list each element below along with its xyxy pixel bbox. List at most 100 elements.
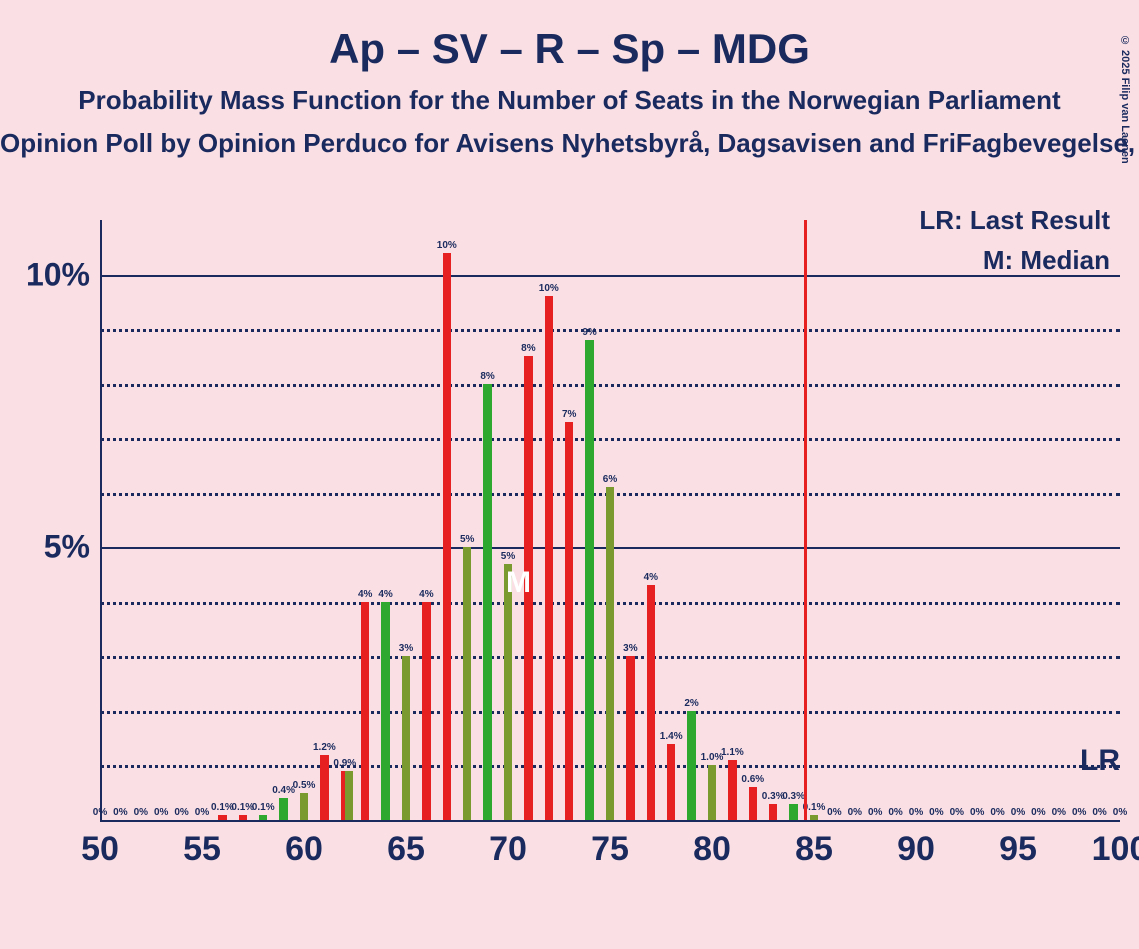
bar <box>483 384 492 820</box>
bar-value-label: 0.9% <box>333 758 356 769</box>
bar <box>300 793 309 820</box>
x-tick-label: 90 <box>897 830 935 869</box>
bar-value-label: 8% <box>521 343 535 354</box>
bar <box>769 804 778 820</box>
y-axis-line <box>100 220 102 820</box>
bar-value-label: 1.4% <box>660 731 683 742</box>
bar <box>504 564 513 820</box>
bar-value-label: 0% <box>1113 807 1127 818</box>
bar <box>647 585 656 820</box>
bar-value-label: 0% <box>134 807 148 818</box>
chart-subtitle-2: Opinion Poll by Opinion Perduco for Avis… <box>0 128 1139 159</box>
bar-value-label: 0% <box>1011 807 1025 818</box>
bar-value-label: 0% <box>827 807 841 818</box>
bar-value-label: 0% <box>113 807 127 818</box>
chart-plot-area: 0%0%0%0%0%0%0.1%0.1%0.1%0.4%0.5%1.2%0.9%… <box>100 220 1120 820</box>
bar-value-label: 4% <box>358 589 372 600</box>
bar <box>749 787 758 820</box>
bar <box>239 815 248 820</box>
bar-value-label: 0.1% <box>231 802 254 813</box>
bar-value-label: 0.6% <box>741 774 764 785</box>
bar <box>789 804 798 820</box>
bar-value-label: 0.4% <box>272 785 295 796</box>
bar-value-label: 5% <box>501 551 515 562</box>
bar-value-label: 0% <box>929 807 943 818</box>
y-tick-label: 10% <box>26 256 90 293</box>
bar <box>320 755 329 820</box>
legend-median: M: Median <box>983 245 1110 276</box>
bar <box>810 815 819 820</box>
gridline-minor <box>100 384 1120 387</box>
bar-value-label: 0.1% <box>252 802 275 813</box>
bar-value-label: 4% <box>419 589 433 600</box>
bar-value-label: 0% <box>848 807 862 818</box>
bar-value-label: 0% <box>1031 807 1045 818</box>
bar <box>463 547 472 820</box>
y-tick-label: 5% <box>44 529 90 566</box>
gridline-major <box>100 820 1120 822</box>
bar <box>606 487 615 820</box>
bar <box>443 253 452 820</box>
bar-value-label: 3% <box>399 643 413 654</box>
gridline-major <box>100 275 1120 277</box>
bar-value-label: 0% <box>1092 807 1106 818</box>
bar-value-label: 0% <box>950 807 964 818</box>
x-tick-label: 80 <box>693 830 731 869</box>
bar <box>667 744 676 820</box>
bar <box>422 602 431 820</box>
bar-value-label: 0% <box>1072 807 1086 818</box>
gridline-minor <box>100 438 1120 441</box>
bar <box>545 296 554 820</box>
bar-value-label: 0% <box>93 807 107 818</box>
x-tick-label: 70 <box>489 830 527 869</box>
x-tick-label: 60 <box>285 830 323 869</box>
bar-value-label: 0% <box>868 807 882 818</box>
bar-value-label: 0.1% <box>211 802 234 813</box>
bar-value-label: 0.5% <box>293 780 316 791</box>
bar <box>402 656 411 820</box>
bar <box>381 602 390 820</box>
bar <box>708 765 717 820</box>
x-tick-label: 100 <box>1092 830 1139 869</box>
bar-value-label: 7% <box>562 409 576 420</box>
bar-value-label: 4% <box>378 589 392 600</box>
bar-value-label: 1.1% <box>721 747 744 758</box>
legend-lr: LR: Last Result <box>919 205 1110 236</box>
x-tick-label: 65 <box>387 830 425 869</box>
x-tick-label: 85 <box>795 830 833 869</box>
bar-value-label: 4% <box>644 572 658 583</box>
bar <box>728 760 737 820</box>
chart-subtitle-1: Probability Mass Function for the Number… <box>0 85 1139 116</box>
bar-value-label: 0% <box>990 807 1004 818</box>
bar <box>687 711 696 820</box>
bar-value-label: 0% <box>909 807 923 818</box>
gridline-minor <box>100 329 1120 332</box>
bar-value-label: 5% <box>460 534 474 545</box>
bar-value-label: 0% <box>970 807 984 818</box>
bar <box>218 815 227 820</box>
x-tick-label: 95 <box>999 830 1037 869</box>
lr-marker: LR <box>1080 744 1120 778</box>
median-marker: M <box>506 566 531 600</box>
bar-value-label: 6% <box>603 474 617 485</box>
bar <box>565 422 574 820</box>
bar <box>361 602 370 820</box>
bar-value-label: 2% <box>684 698 698 709</box>
bar-value-label: 10% <box>539 283 559 294</box>
bar <box>345 771 354 820</box>
bar-value-label: 8% <box>480 371 494 382</box>
x-tick-label: 55 <box>183 830 221 869</box>
bar <box>259 815 268 820</box>
bar-value-label: 0.3% <box>762 791 785 802</box>
bar-value-label: 0% <box>888 807 902 818</box>
bar-value-label: 10% <box>437 240 457 251</box>
chart-title: Ap – SV – R – Sp – MDG <box>0 25 1139 73</box>
bar-value-label: 0% <box>174 807 188 818</box>
bar-value-label: 1.0% <box>701 752 724 763</box>
bar-value-label: 9% <box>582 327 596 338</box>
bar-value-label: 0% <box>1052 807 1066 818</box>
x-tick-label: 50 <box>81 830 119 869</box>
bar-value-label: 0.3% <box>782 791 805 802</box>
bar-value-label: 0% <box>195 807 209 818</box>
bar <box>279 798 288 820</box>
